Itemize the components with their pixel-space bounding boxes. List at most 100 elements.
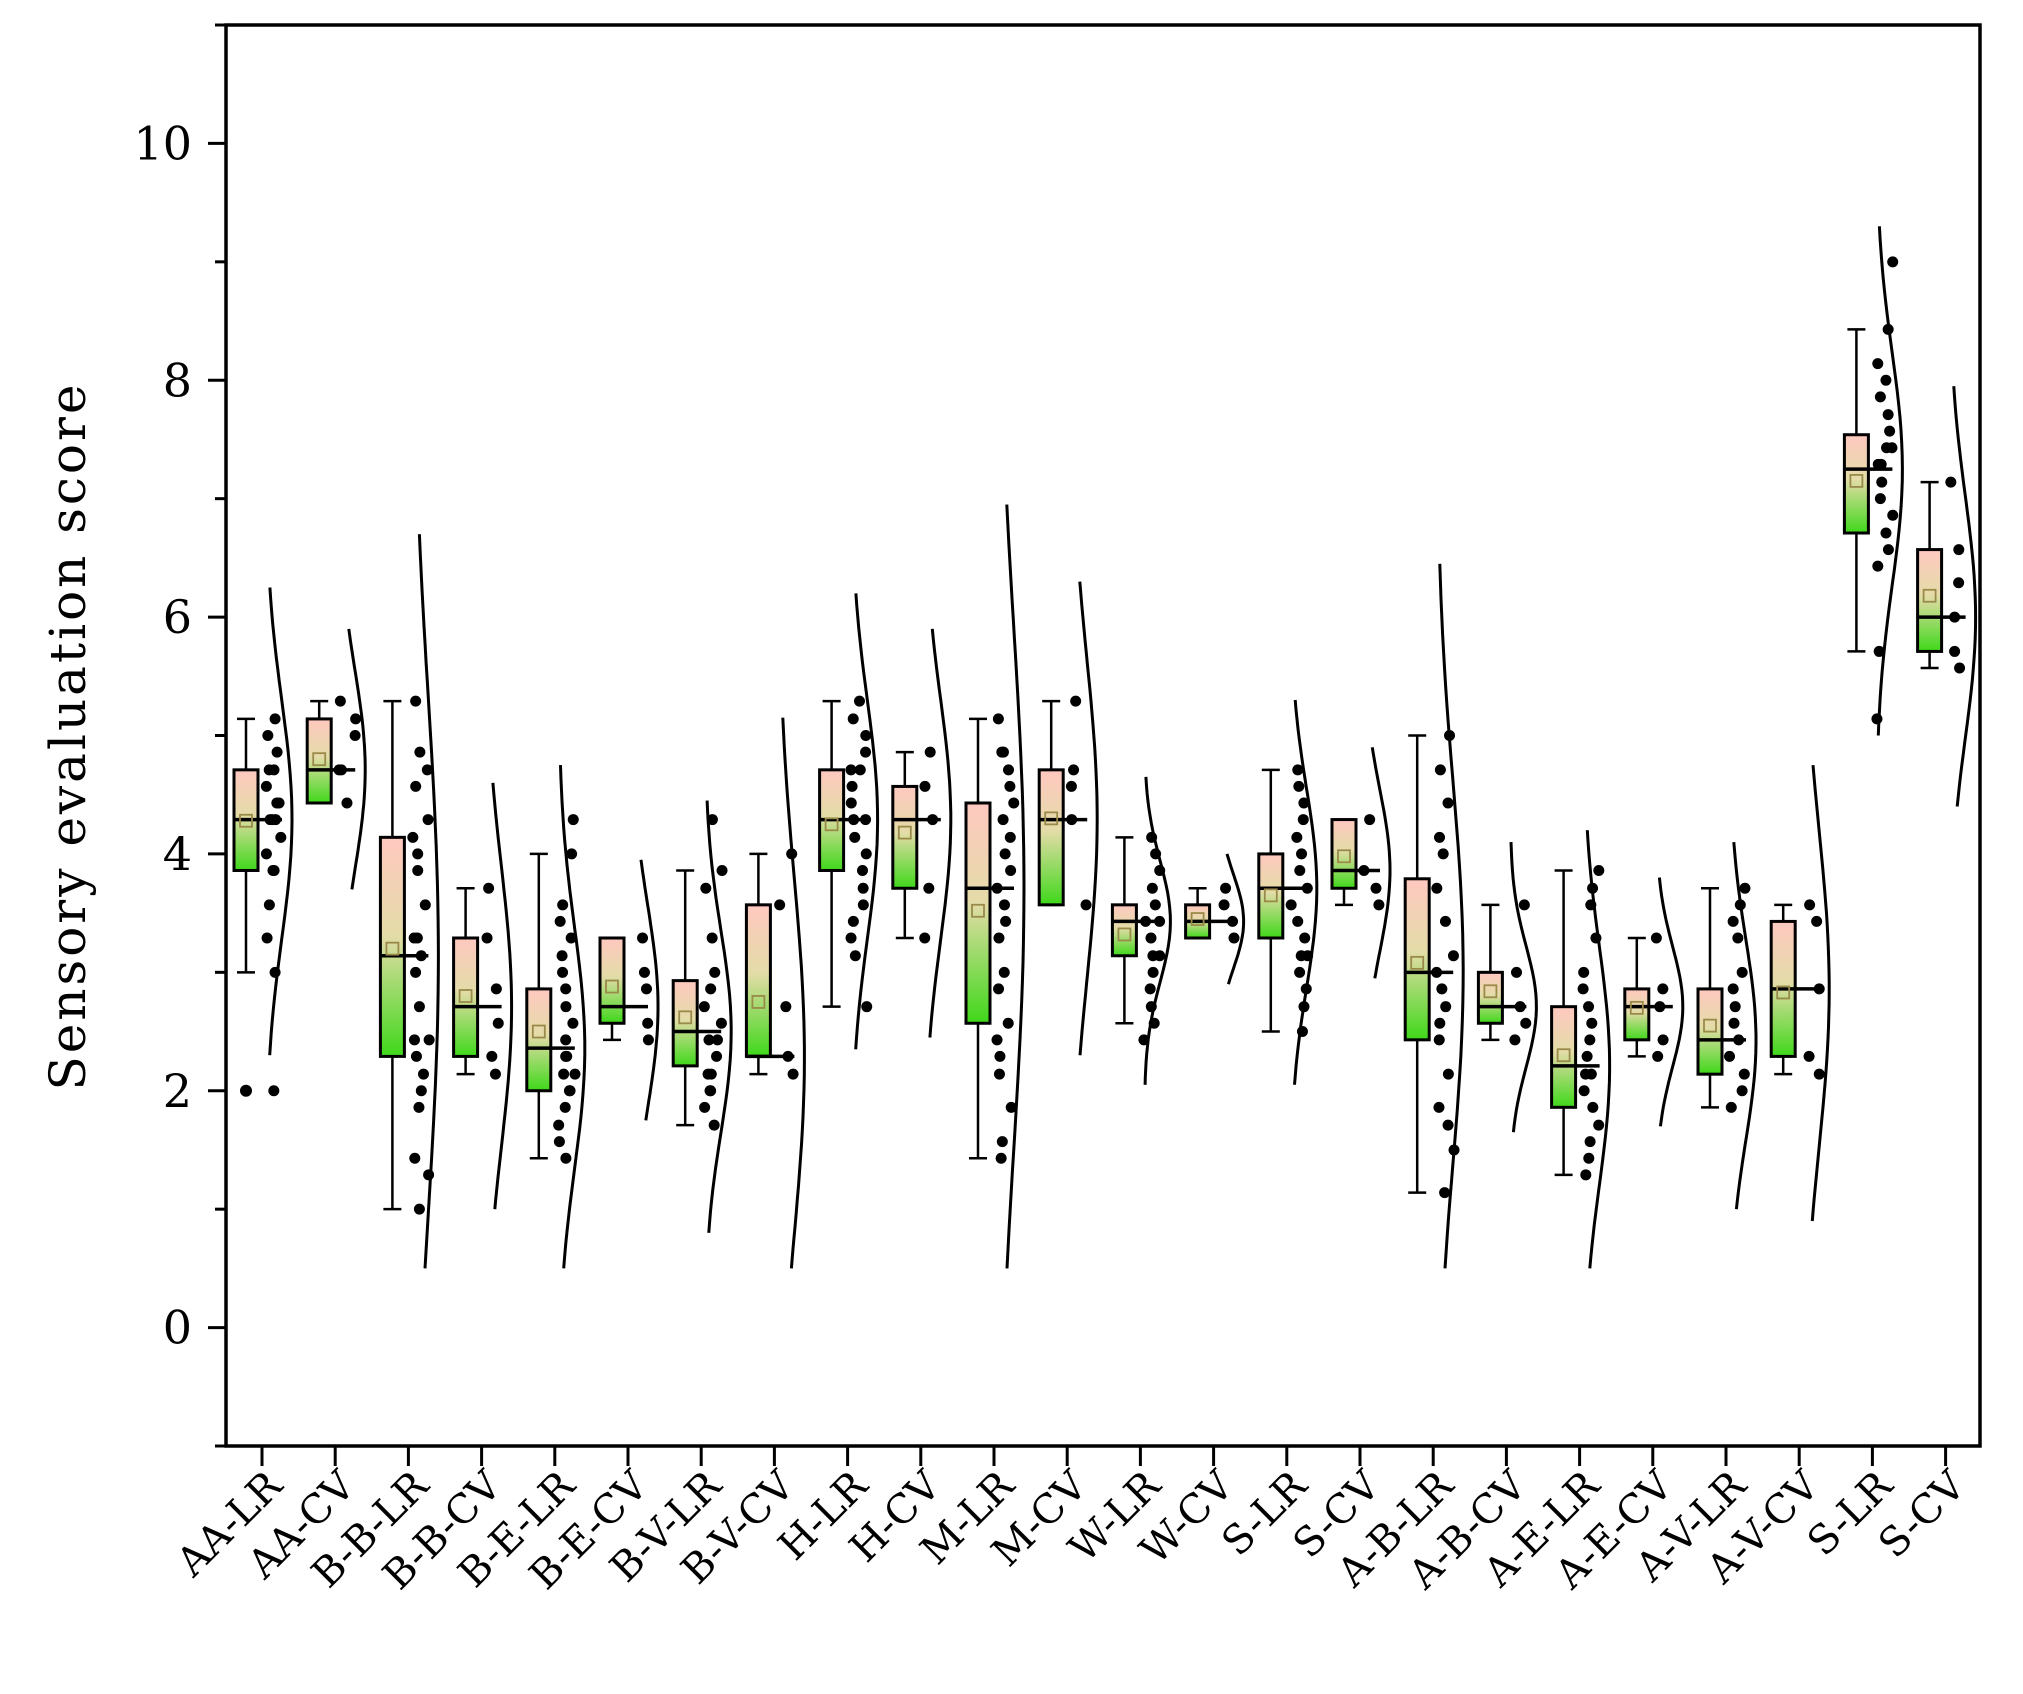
mean-marker [1044, 811, 1059, 826]
mean-marker [1263, 888, 1278, 903]
x-tick-label: S-CV [1870, 1462, 1975, 1567]
data-point [553, 1136, 565, 1148]
data-point [1871, 713, 1883, 725]
data-point [1583, 1001, 1595, 1013]
mean-marker [971, 903, 985, 918]
data-point [1520, 1017, 1532, 1029]
box-rect [1037, 768, 1065, 907]
data-point [998, 899, 1010, 911]
mean-marker [531, 1024, 546, 1039]
data-point [1872, 560, 1884, 572]
data-point [1881, 442, 1893, 454]
data-point [857, 882, 869, 894]
data-point [1146, 882, 1158, 894]
data-point [264, 814, 276, 826]
data-point [1220, 882, 1232, 894]
y-tick-label: 8 [163, 353, 192, 407]
data-point [919, 780, 931, 792]
data-point [1739, 882, 1751, 894]
data-point [1442, 797, 1454, 809]
data-point [1587, 1101, 1599, 1113]
violin-curve [1225, 853, 1246, 985]
data-point [1728, 1017, 1740, 1029]
data-point [991, 882, 1003, 894]
series-group [891, 628, 953, 1038]
violin-curve [1005, 504, 1026, 1269]
data-point [1147, 950, 1159, 962]
data-point [1065, 780, 1077, 792]
data-point [1140, 915, 1152, 927]
data-point [998, 966, 1010, 978]
data-point [1514, 1001, 1526, 1013]
data-point [1511, 966, 1523, 978]
data-point [996, 1136, 1008, 1148]
data-point [1657, 983, 1669, 995]
box-rect [1916, 548, 1944, 653]
violin-curve [1732, 841, 1758, 1210]
data-point [1154, 915, 1166, 927]
series-group [1842, 226, 1904, 736]
data-point [1228, 932, 1240, 944]
series-group [1916, 386, 1978, 807]
data-point [260, 780, 272, 792]
data-point [350, 713, 362, 725]
mean-marker [1776, 985, 1791, 1000]
data-point [569, 1068, 581, 1080]
data-point [706, 932, 718, 944]
plot-area [232, 226, 1978, 1269]
data-point [787, 1068, 799, 1080]
series-group [1769, 764, 1831, 1222]
data-point [260, 848, 272, 860]
series-group [1257, 699, 1319, 1085]
data-point [1439, 1187, 1451, 1199]
data-point [1813, 983, 1825, 995]
y-tick-label: 0 [163, 1301, 192, 1355]
data-point [856, 864, 868, 876]
data-point [637, 932, 649, 944]
data-point [1002, 1017, 1014, 1029]
data-point [705, 983, 717, 995]
data-point [275, 831, 287, 843]
violin-curve [417, 534, 440, 1269]
data-point [1292, 915, 1304, 927]
violin-curve [347, 628, 367, 890]
data-point [1437, 848, 1449, 860]
violin-curve [854, 593, 880, 1050]
data-point [1433, 1101, 1445, 1113]
data-point [419, 899, 431, 911]
violin-curve [639, 859, 660, 1121]
data-point [997, 814, 1009, 826]
data-point [994, 1050, 1006, 1062]
data-point [848, 814, 860, 826]
y-axis-title: Sensory evaluation score [39, 381, 97, 1090]
box-rect [1257, 852, 1285, 940]
mean-marker [1410, 955, 1425, 970]
data-point [993, 983, 1005, 995]
data-point [1518, 899, 1530, 911]
data-point [422, 814, 434, 826]
plot-frame [224, 23, 1982, 1448]
data-point [1882, 544, 1894, 556]
data-point [1584, 1136, 1596, 1148]
data-point [333, 764, 345, 776]
data-point [1296, 848, 1308, 860]
data-point [993, 1068, 1005, 1080]
data-point [1803, 1050, 1815, 1062]
data-point [1953, 577, 1965, 589]
violin-curve [1438, 563, 1465, 1269]
series-group [232, 587, 294, 1097]
data-point [849, 950, 861, 962]
data-point [853, 695, 865, 707]
data-point [490, 983, 502, 995]
data-point [271, 797, 283, 809]
data-point [997, 746, 1009, 758]
data-point [1285, 899, 1297, 911]
y-tick-label: 2 [163, 1064, 192, 1118]
data-point [1736, 966, 1748, 978]
data-point [1004, 831, 1016, 843]
series-group [1184, 853, 1246, 985]
box-rect [744, 903, 772, 1058]
series-group [452, 782, 514, 1210]
